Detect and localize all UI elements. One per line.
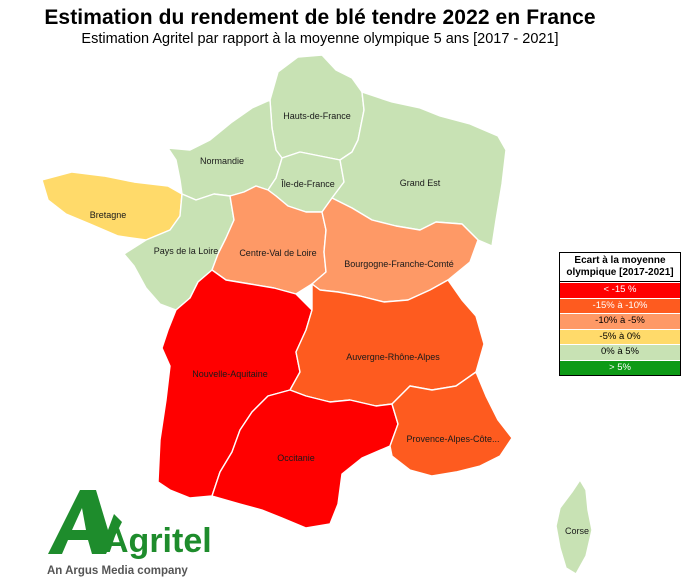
map-subtitle: Estimation Agritel par rapport à la moye… xyxy=(81,31,559,47)
legend-item: < -15 % xyxy=(560,282,680,298)
label-normandie: Normandie xyxy=(200,156,244,166)
label-pays-de-la-loire: Pays de la Loire xyxy=(154,246,219,256)
label-provence-alpes-cote: Provence-Alpes-Côte... xyxy=(406,434,499,444)
agritel-wordmark: Agritel xyxy=(104,522,212,560)
label-centre-val-de-loire: Centre-Val de Loire xyxy=(239,248,316,258)
agritel-logo: Agritel xyxy=(48,490,212,560)
region-corse[interactable] xyxy=(555,479,593,575)
region-hauts-de-france[interactable] xyxy=(269,54,365,161)
legend-item: -15% à -10% xyxy=(560,297,680,313)
logo-tagline: An Argus Media company xyxy=(47,565,188,577)
region-normandie[interactable] xyxy=(167,99,283,201)
legend-item: > 5% xyxy=(560,359,680,375)
legend-item: 0% à 5% xyxy=(560,344,680,360)
legend-title: Ecart à la moyenne olympique [2017-2021] xyxy=(560,253,680,282)
map-title: Estimation du rendement de blé tendre 20… xyxy=(44,6,596,29)
label-bretagne: Bretagne xyxy=(90,210,127,220)
region-bretagne[interactable] xyxy=(41,171,183,241)
legend-item: -5% à 0% xyxy=(560,328,680,344)
label-hauts-de-france: Hauts-de-France xyxy=(283,111,351,121)
region-provence-alpes-cote[interactable] xyxy=(389,371,513,477)
label-occitanie: Occitanie xyxy=(277,453,315,463)
agritel-a-mark xyxy=(48,490,122,554)
legend-item: -10% à -5% xyxy=(560,313,680,329)
label-corse: Corse xyxy=(565,526,589,536)
legend: Ecart à la moyenne olympique [2017-2021]… xyxy=(559,252,681,376)
label-ile-de-france: Île-de-France xyxy=(280,179,335,189)
label-bourgogne-franche-comte: Bourgogne-Franche-Comté xyxy=(344,259,454,269)
label-grand-est: Grand Est xyxy=(400,178,441,188)
label-auvergne-rhone-alpes: Auvergne-Rhône-Alpes xyxy=(346,352,440,362)
label-nouvelle-aquitaine: Nouvelle-Aquitaine xyxy=(192,369,268,379)
